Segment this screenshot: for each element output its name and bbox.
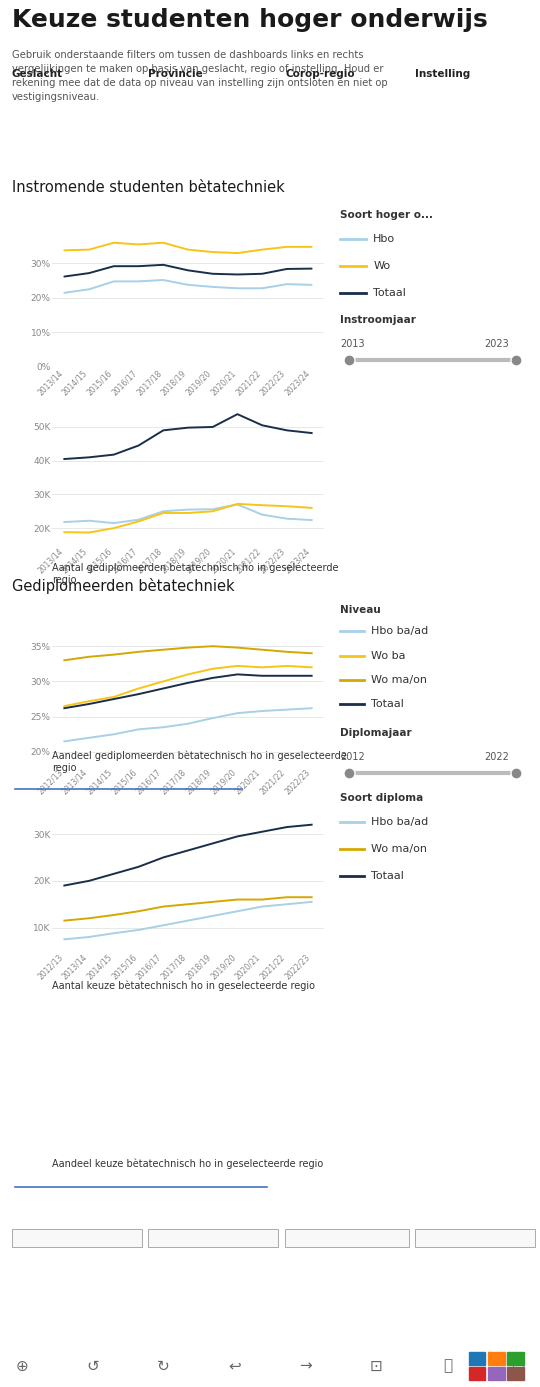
Text: (All): (All) [419, 1233, 440, 1243]
Text: ↺: ↺ [86, 1358, 99, 1373]
Text: Soort hoger o...: Soort hoger o... [340, 209, 433, 221]
Text: Diplomajaar: Diplomajaar [340, 728, 411, 738]
Text: ▼: ▼ [523, 1233, 529, 1243]
Text: Aandeel gediplomeerden bètatechnisch ho in geselecteerde
regio: Aandeel gediplomeerden bètatechnisch ho … [52, 750, 347, 773]
Text: ▼: ▼ [130, 1233, 136, 1243]
Text: (All): (All) [152, 1233, 173, 1243]
Text: 2013: 2013 [340, 338, 364, 350]
Text: Provincie: Provincie [148, 69, 202, 79]
Text: ▼: ▼ [266, 1233, 272, 1243]
Text: ⊡: ⊡ [370, 1358, 383, 1373]
Text: Corop-regio: Corop-regio [285, 69, 355, 79]
Text: Hbo ba/ad: Hbo ba/ad [372, 627, 429, 637]
Text: ↩: ↩ [228, 1358, 241, 1373]
Text: 2023: 2023 [484, 338, 509, 350]
Text: Aantal gediplomeerden bètatechnisch ho in geselecteerde
regio: Aantal gediplomeerden bètatechnisch ho i… [52, 563, 339, 585]
Text: Hbo ba/ad: Hbo ba/ad [372, 817, 429, 827]
Text: Hbo: Hbo [373, 234, 395, 244]
Bar [488, 1368, 504, 1380]
Text: Gediplomeerden bètatechniek: Gediplomeerden bètatechniek [12, 578, 234, 594]
Text: Totaal: Totaal [372, 871, 404, 881]
Bar [508, 1352, 524, 1365]
Text: Instelling: Instelling [415, 69, 470, 79]
Text: Wo ma/on: Wo ma/on [372, 675, 428, 685]
Bar [508, 1368, 524, 1380]
Bar [469, 1368, 485, 1380]
Text: Totaal: Totaal [372, 699, 404, 709]
Text: (All): (All) [289, 1233, 310, 1243]
Text: (All): (All) [16, 1233, 37, 1243]
Text: ⬡: ⬡ [512, 1358, 525, 1373]
Bar [469, 1352, 485, 1365]
Text: ↻: ↻ [157, 1358, 170, 1373]
Text: Geslacht: Geslacht [12, 69, 63, 79]
Text: Wo: Wo [373, 261, 390, 270]
Text: Wo ma/on: Wo ma/on [372, 843, 428, 854]
Text: Niveau: Niveau [340, 605, 381, 614]
Text: ⊕: ⊕ [15, 1358, 28, 1373]
Text: ▼: ▼ [396, 1233, 403, 1243]
Text: Keuze studenten hoger onderwijs: Keuze studenten hoger onderwijs [12, 8, 488, 32]
Text: Aantal keuze bètatechnisch ho in geselecteerde regio: Aantal keuze bètatechnisch ho in geselec… [52, 981, 315, 990]
Text: Gebruik onderstaande filters om tussen de dashboards links en rechts
vergelijkin: Gebruik onderstaande filters om tussen d… [12, 50, 388, 103]
Text: ⧉: ⧉ [443, 1358, 452, 1373]
Text: Wo ba: Wo ba [372, 651, 406, 660]
Text: 2012: 2012 [340, 752, 364, 761]
Text: Soort diploma: Soort diploma [340, 793, 423, 803]
Text: Instroomjaar: Instroomjaar [340, 315, 416, 325]
Text: →: → [299, 1358, 312, 1373]
Text: Instromende studenten bètatechniek: Instromende studenten bètatechniek [12, 180, 285, 196]
Text: Aandeel keuze bètatechnisch ho in geselecteerde regio: Aandeel keuze bètatechnisch ho in gesele… [52, 1158, 323, 1169]
Bar [488, 1352, 504, 1365]
Text: Totaal: Totaal [373, 287, 406, 298]
Text: 2022: 2022 [484, 752, 509, 761]
